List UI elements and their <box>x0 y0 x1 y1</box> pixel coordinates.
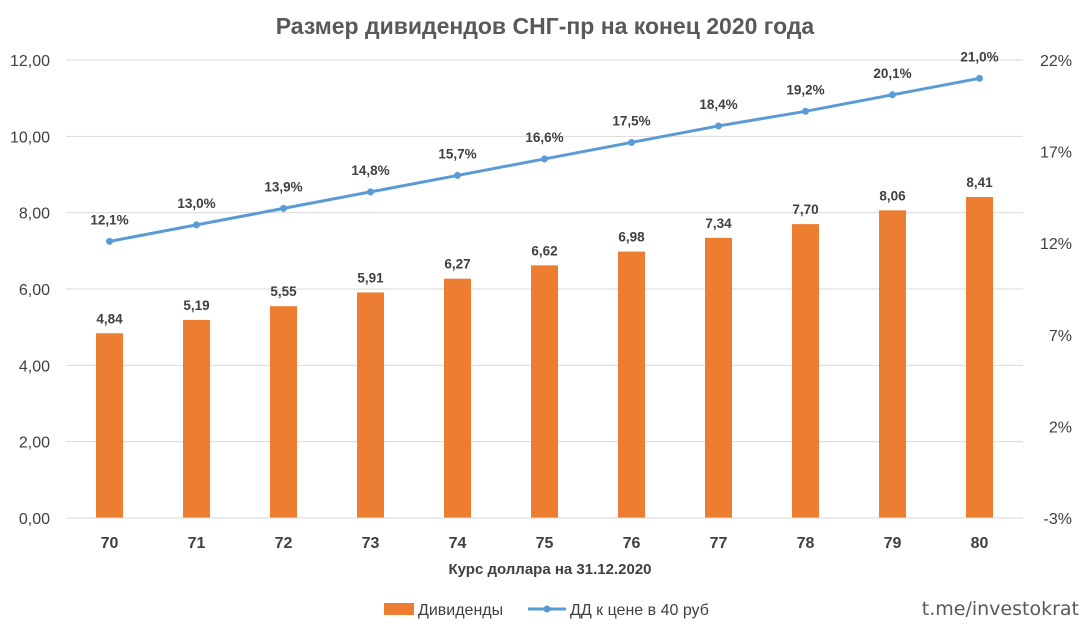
x-tick-label: 76 <box>623 535 641 552</box>
line-point <box>280 204 287 212</box>
bar <box>531 265 558 518</box>
line-point <box>106 237 113 245</box>
y-axis-left: 0,00 2,00 4,00 6,00 8,00 10,00 12,00 <box>10 53 50 528</box>
bar-data-label: 7,34 <box>705 216 732 231</box>
bar <box>96 333 123 518</box>
y-left-tick-label: 2,00 <box>19 435 50 452</box>
line-data-label: 15,7% <box>438 146 476 161</box>
y-right-tick-label: 17% <box>1040 145 1072 162</box>
bar-data-label: 7,70 <box>792 202 818 217</box>
bar <box>444 278 471 518</box>
y-left-tick-label: 8,00 <box>19 206 50 223</box>
line-point <box>193 221 200 229</box>
line-data-label: 18,4% <box>699 97 737 112</box>
line-point <box>976 74 983 82</box>
bar <box>879 210 906 519</box>
line-point <box>541 155 548 163</box>
y-left-tick-label: 4,00 <box>19 358 50 375</box>
bar-data-label: 6,98 <box>618 230 645 245</box>
y-right-tick-label: 12% <box>1040 236 1072 253</box>
bar <box>618 251 645 518</box>
bar-data-label: 8,41 <box>966 175 993 190</box>
bar <box>705 237 732 518</box>
bar-data-label: 6,62 <box>531 243 557 258</box>
line-data-label: 13,0% <box>177 196 215 211</box>
x-tick-label: 75 <box>536 535 554 552</box>
x-tick-label: 80 <box>971 535 989 552</box>
x-tick-label: 74 <box>449 535 467 552</box>
legend: Дивиденды ДД к цене в 40 руб <box>384 602 709 619</box>
line-data-label: 20,1% <box>873 66 911 81</box>
x-axis-title: Курс доллара на 31.12.2020 <box>449 561 652 578</box>
x-axis: 70 71 72 73 74 75 76 77 78 79 80 <box>66 517 1023 552</box>
watermark: t.me/investokrat <box>922 598 1079 620</box>
line-data-label: 17,5% <box>612 113 650 128</box>
legend-marker-line <box>543 605 551 613</box>
x-tick-label: 79 <box>884 535 902 552</box>
line-series: 12,1% 13,0% 13,9% 14,8% 15,7% 16,6% 17,5% 18,4%… <box>90 49 999 245</box>
y-left-tick-label: 6,00 <box>19 282 50 299</box>
x-tick-label: 70 <box>101 535 119 552</box>
line-point <box>454 171 461 179</box>
y-right-tick-label: -3% <box>1044 511 1072 528</box>
x-tick-label: 78 <box>797 535 815 552</box>
line-data-label: 14,8% <box>351 163 389 178</box>
bar <box>270 306 297 518</box>
line-data-label: 12,1% <box>90 212 128 227</box>
bar-series: 4,84 5,19 5,55 5,91 6,27 6,62 6,98 7,34 7,70 8,06… <box>96 175 993 519</box>
bar-data-label: 6,27 <box>444 257 470 272</box>
legend-label-bars: Дивиденды <box>418 602 503 619</box>
bar-data-label: 5,91 <box>357 270 384 285</box>
bar-data-label: 5,55 <box>270 284 297 299</box>
y-axis-right: -3% 2% 7% 12% 17% 22% <box>1040 53 1072 528</box>
line-point <box>628 138 635 146</box>
line-point <box>367 188 374 196</box>
bar-data-label: 4,84 <box>96 311 123 326</box>
line-point <box>715 122 722 130</box>
y-right-tick-label: 22% <box>1040 53 1072 70</box>
bar <box>966 197 993 519</box>
bar <box>357 292 384 518</box>
y-right-tick-label: 7% <box>1049 328 1072 345</box>
chart-title: Размер дивидендов СНГ-пр на конец 2020 г… <box>276 13 815 39</box>
bar <box>183 319 210 518</box>
bar <box>792 224 819 518</box>
y-left-tick-label: 10,00 <box>10 129 50 146</box>
bar-data-label: 5,19 <box>183 298 209 313</box>
bar-data-label: 8,06 <box>879 188 906 203</box>
legend-label-line: ДД к цене в 40 руб <box>570 602 709 619</box>
line-data-label: 13,9% <box>264 179 302 194</box>
y-right-tick-label: 2% <box>1049 419 1072 436</box>
line-data-label: 19,2% <box>786 82 824 97</box>
x-tick-label: 73 <box>362 535 380 552</box>
y-left-tick-label: 0,00 <box>19 511 50 528</box>
line-point <box>889 91 896 99</box>
x-tick-label: 71 <box>188 535 206 552</box>
x-tick-label: 77 <box>710 535 728 552</box>
y-left-tick-label: 12,00 <box>10 53 50 70</box>
line-data-label: 16,6% <box>525 130 563 145</box>
line-point <box>802 107 809 115</box>
line-data-label: 21,0% <box>960 49 998 64</box>
x-tick-label: 72 <box>275 535 293 552</box>
legend-swatch-bars <box>384 603 414 615</box>
